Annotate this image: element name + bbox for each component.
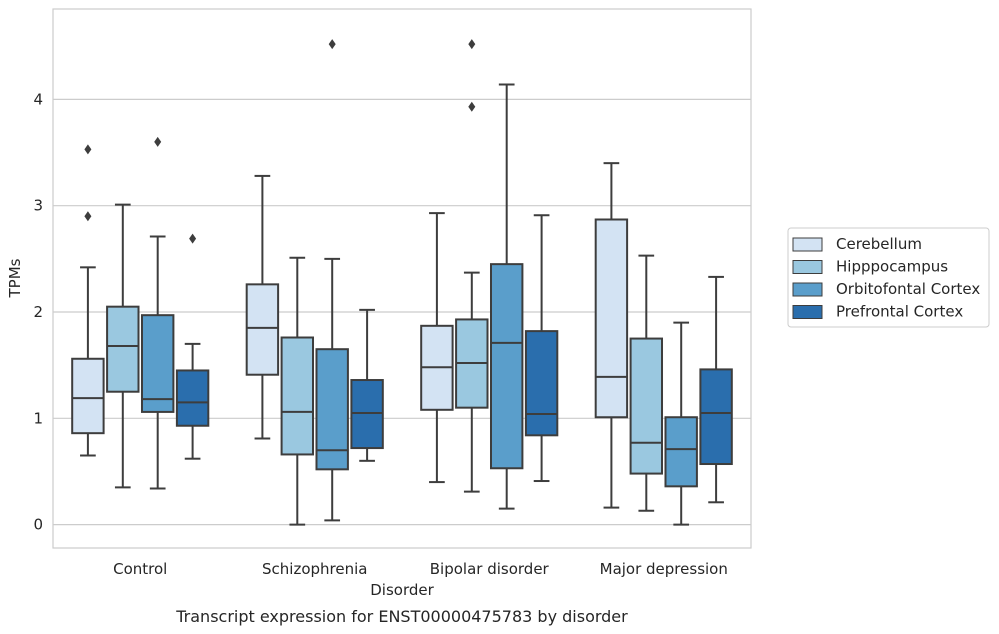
box xyxy=(71,357,105,435)
outlier-point xyxy=(468,101,476,112)
box-group xyxy=(524,214,559,483)
y-tick-labels: 0 1 2 3 4 xyxy=(33,90,43,533)
box-group xyxy=(175,233,210,460)
legend-swatch xyxy=(792,260,823,274)
box-group xyxy=(245,174,280,440)
legend-label: Orbitofontal Cortex xyxy=(836,280,980,298)
box-group xyxy=(699,275,733,504)
box-group xyxy=(629,254,664,512)
box-group xyxy=(594,162,629,509)
box-group xyxy=(664,321,698,526)
box xyxy=(664,416,698,488)
legend-items: Cerebellum Hipppocampus Orbitofontal Corte… xyxy=(792,235,980,321)
box-group xyxy=(489,83,524,510)
x-tick-label: Control xyxy=(113,560,167,578)
outlier-point xyxy=(84,211,92,222)
legend-label: Hipppocampus xyxy=(836,258,948,276)
box-group xyxy=(106,203,140,489)
outlier-point xyxy=(468,39,476,50)
box xyxy=(106,305,140,393)
box-group xyxy=(280,256,315,526)
box-plot-boxes xyxy=(71,39,733,526)
legend-swatch xyxy=(792,305,823,319)
outlier-point xyxy=(84,144,92,155)
box-group xyxy=(71,144,105,457)
y-tick-label: 0 xyxy=(33,516,43,534)
x-tick-label: Schizophrenia xyxy=(262,560,367,578)
x-tick-labels: Control Schizophrenia Bipolar disorder Majo… xyxy=(113,560,728,578)
y-tick-label: 1 xyxy=(33,409,43,427)
box-group xyxy=(420,212,454,484)
y-tick-label: 2 xyxy=(33,303,43,321)
y-axis-label: TPMs xyxy=(6,258,24,298)
box xyxy=(629,337,664,475)
box xyxy=(699,368,733,466)
legend-label: Cerebellum xyxy=(836,235,922,253)
box xyxy=(280,336,315,456)
legend-swatch xyxy=(792,237,823,252)
outlier-point xyxy=(154,136,162,147)
x-tick-label: Major depression xyxy=(600,560,728,578)
box-group xyxy=(350,308,384,462)
box xyxy=(315,348,349,471)
box-group xyxy=(455,39,489,493)
box-group xyxy=(140,136,175,490)
legend-label: Prefrontal Cortex xyxy=(836,303,963,321)
box xyxy=(350,379,384,450)
y-tick-label: 4 xyxy=(33,90,43,108)
box xyxy=(594,218,629,419)
y-tick-label: 3 xyxy=(33,197,43,215)
box xyxy=(140,314,175,413)
box-group xyxy=(315,39,349,522)
legend-swatch xyxy=(792,282,823,297)
legend: Cerebellum Hipppocampus Orbitofontal Corte… xyxy=(787,227,990,328)
outlier-point xyxy=(189,233,197,244)
chart-caption: Transcript expression for ENST0000047578… xyxy=(175,607,628,626)
box xyxy=(524,330,559,437)
x-axis-label: Disorder xyxy=(370,581,434,599)
x-tick-label: Bipolar disorder xyxy=(430,560,550,578)
box xyxy=(175,369,210,427)
legend-frame xyxy=(787,227,990,328)
outlier-point xyxy=(328,39,336,50)
box xyxy=(245,283,280,376)
box xyxy=(489,263,524,470)
plot-frame xyxy=(52,8,752,549)
